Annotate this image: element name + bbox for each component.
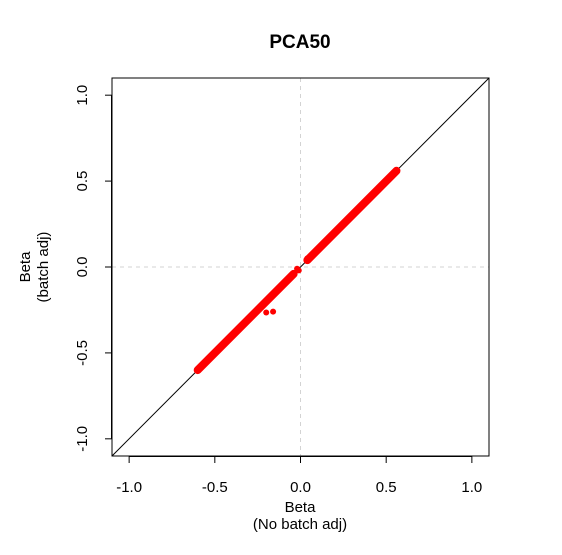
- y-tick-label: 1.0: [74, 85, 91, 106]
- y-tick-label: 0.5: [74, 171, 91, 192]
- chart-title: PCA50: [269, 32, 330, 53]
- x-axis-label-line1: Beta: [285, 499, 317, 516]
- y-tick-label: 0.0: [74, 257, 91, 278]
- y-axis-label-line2: (batch adj): [35, 232, 52, 303]
- data-point: [263, 309, 270, 316]
- y-tick-label: -1.0: [74, 426, 91, 452]
- x-tick-label: -1.0: [116, 479, 142, 496]
- x-tick-label: 0.0: [290, 479, 311, 496]
- x-tick-label: -0.5: [202, 479, 228, 496]
- x-tick-label: 0.5: [376, 479, 397, 496]
- y-tick-label: -0.5: [74, 340, 91, 366]
- data-points: [194, 167, 400, 374]
- identity-line: [111, 77, 490, 457]
- data-point: [393, 167, 400, 174]
- y-axis-label-line1: Beta: [17, 251, 34, 283]
- y-axis: -1.0 -0.5 0.0 0.5 1.0: [74, 85, 112, 452]
- data-point: [270, 308, 277, 315]
- data-point: [290, 270, 297, 277]
- x-tick-label: 1.0: [461, 479, 482, 496]
- x-axis-label-line2: (No batch adj): [253, 516, 347, 533]
- data-point: [295, 267, 302, 274]
- reference-lines: [111, 77, 490, 457]
- x-axis: -1.0 -0.5 0.0 0.5 1.0: [116, 456, 482, 496]
